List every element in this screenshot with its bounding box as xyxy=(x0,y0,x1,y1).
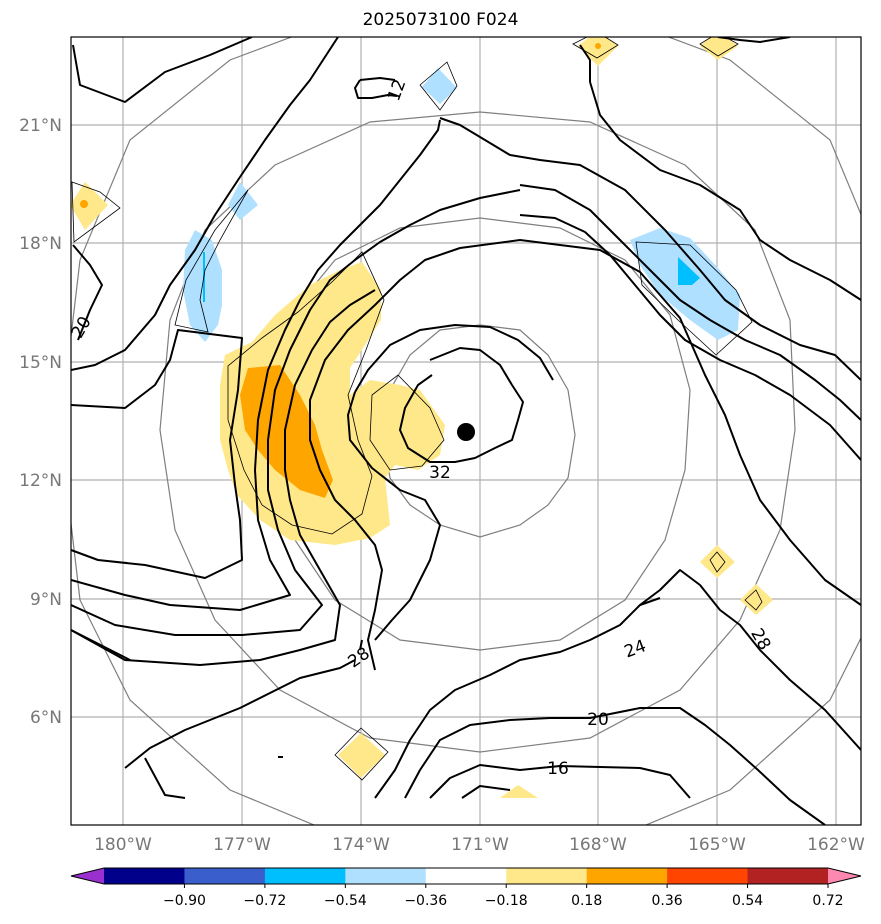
colorbar-tick-label: 0.54 xyxy=(732,893,763,909)
colorbar-extend-min xyxy=(71,868,104,884)
colorbar-tick-label: 0.18 xyxy=(571,893,602,909)
colorbar-segment xyxy=(506,868,588,884)
colorbar: −0.90 −0.72 −0.54 −0.36 −0.18 0.18 0.36 0.54 0.7… xyxy=(70,867,862,909)
strong-negative-northeast xyxy=(678,257,700,285)
contour-label: 28 xyxy=(746,625,774,654)
y-tick-label: 15°N xyxy=(19,353,62,373)
x-tick-label: 177°W xyxy=(213,835,271,855)
positive-area-east2 xyxy=(740,584,773,615)
y-tick-label: 6°N xyxy=(30,708,62,728)
positive-area-bottom xyxy=(500,785,538,798)
contour-label: 24 xyxy=(622,636,649,662)
positive-dot-top xyxy=(595,43,601,49)
colorbar-tick-label: −0.90 xyxy=(163,893,206,909)
colorbar-outline xyxy=(70,867,862,885)
x-tick-label: 162°W xyxy=(807,835,865,855)
negative-area-west-small xyxy=(228,182,258,220)
y-tick-label: 12°N xyxy=(19,471,62,491)
positive-area-top1 xyxy=(578,37,618,66)
x-tick-label: 171°W xyxy=(451,835,509,855)
positive-area-south xyxy=(338,733,385,778)
x-axis-labels: 180°W 177°W 174°W 171°W 168°W 165°W 162°… xyxy=(94,835,865,855)
colorbar-tick-label: −0.72 xyxy=(243,893,286,909)
colorbar-tick-label: 0.72 xyxy=(812,893,843,909)
colorbar-segment xyxy=(184,868,266,884)
y-tick-label: 18°N xyxy=(19,234,62,254)
shaded-region-outlines xyxy=(71,37,763,781)
negative-area-top xyxy=(422,68,457,104)
positive-dot-left xyxy=(80,200,88,208)
gridlines xyxy=(71,37,861,825)
y-tick-label: 9°N xyxy=(30,590,62,610)
x-tick-label: 174°W xyxy=(332,835,390,855)
storm-center-marker xyxy=(457,423,475,441)
colorbar-tick-label: −0.18 xyxy=(485,893,528,909)
colorbar-tick-label: 0.36 xyxy=(652,893,683,909)
contour-label: 20 xyxy=(587,710,609,730)
colorbar-segment xyxy=(425,868,507,884)
y-axis-labels: 21°N 18°N 15°N 12°N 9°N 6°N xyxy=(19,116,62,728)
shaded-anomaly-fields xyxy=(71,37,773,798)
colorbar-segment xyxy=(747,868,829,884)
contour-label: 20 xyxy=(68,313,96,342)
colorbar-extend-max xyxy=(828,868,861,884)
colorbar-segment xyxy=(264,868,346,884)
contour-label: 32 xyxy=(429,463,451,483)
x-tick-label: 168°W xyxy=(569,835,627,855)
colorbar-segment xyxy=(104,868,185,884)
contour-lines xyxy=(71,37,861,825)
colorbar-tick-label: −0.54 xyxy=(324,893,367,909)
positive-area-top2 xyxy=(700,37,738,60)
positive-area-east1 xyxy=(700,545,735,578)
positive-area-west xyxy=(220,262,445,545)
x-tick-label: 180°W xyxy=(94,835,152,855)
map-frame xyxy=(70,36,862,826)
x-tick-label: 165°W xyxy=(688,835,746,855)
positive-area-left xyxy=(71,182,108,230)
colorbar-tick-label: −0.36 xyxy=(404,893,447,909)
map-title: 2025073100 F024 xyxy=(362,10,519,30)
colorbar-segment xyxy=(345,868,427,884)
contour-label: 12 xyxy=(384,77,410,104)
colorbar-segment xyxy=(667,868,749,884)
contour-label: 16 xyxy=(547,759,569,779)
y-tick-label: 21°N xyxy=(19,116,62,136)
colorbar-segment xyxy=(586,868,668,884)
